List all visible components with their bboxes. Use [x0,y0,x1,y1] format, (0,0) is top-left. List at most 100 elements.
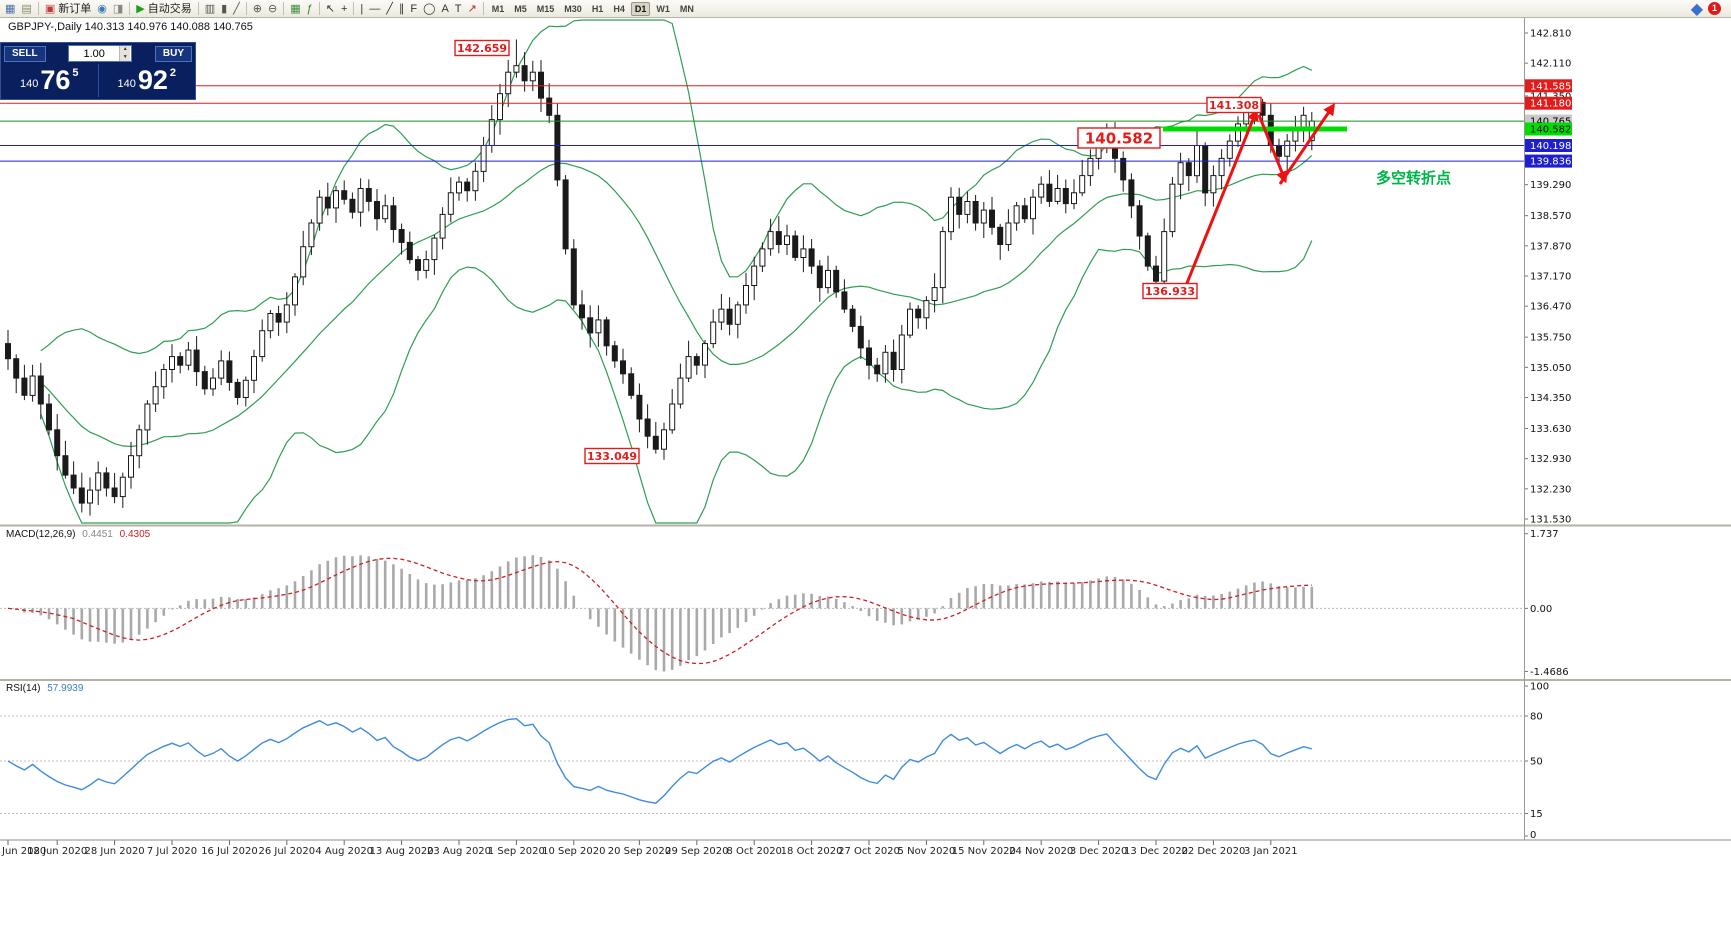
sell-button[interactable]: SELL [4,45,46,62]
sell-price-display[interactable]: 140 76 5 [1,62,98,99]
note-text[interactable]: 多空转折点 [1376,169,1451,187]
svg-text:3 Dec 2020: 3 Dec 2020 [1070,846,1128,857]
price-annotation[interactable] [1142,282,1198,300]
shapes-icon: ◯ [423,2,436,15]
rsi-name: RSI(14) [6,683,41,694]
svg-text:26 Jul 2020: 26 Jul 2020 [258,846,315,857]
fibonacci-icon[interactable]: F [407,1,420,17]
shapes-icon[interactable]: ◯ [420,1,438,17]
svg-text:141.585: 141.585 [1530,81,1571,92]
line-chart-icon[interactable]: ╱ [230,1,243,17]
svg-text:1 Sep 2020: 1 Sep 2020 [488,846,545,857]
notification-badge[interactable]: 1 [1708,2,1721,15]
timeframe-h1[interactable]: H1 [591,3,604,14]
macd-value-main: 0.4451 [82,529,113,540]
svg-text:140.765: 140.765 [1530,117,1571,128]
svg-text:140.582: 140.582 [1085,129,1153,147]
sell-price-prefix: 140 [19,77,39,90]
price-annotation[interactable] [1077,127,1161,149]
vertical-line-icon: | [360,2,364,15]
new-order-button: ▣ [44,2,56,15]
buy-price-display[interactable]: 140 92 2 [99,62,196,99]
zoom-in-icon[interactable]: ⊕ [250,1,265,17]
text-icon: A [441,2,449,15]
timeframe-h4[interactable]: H4 [613,3,625,14]
macd-pane: 1.737 0.00 -1.4686 [0,529,1569,678]
chart-annotations[interactable]: 142.659 141.308 140.582 136.933 133.049 多空转折点 [454,39,1451,465]
bar-chart-icon[interactable]: ▥ [202,1,218,17]
trend-arrow[interactable] [1278,103,1336,185]
svg-text:10 Sep 2020: 10 Sep 2020 [542,846,605,857]
lot-decrease-button[interactable]: ▼ [120,53,131,61]
svg-text:133.049: 133.049 [587,450,637,463]
svg-text:142.110: 142.110 [1530,59,1571,70]
svg-text:29 Sep 2020: 29 Sep 2020 [665,846,728,857]
community-icon[interactable]: ◆ [1690,0,1703,18]
svg-text:142.659: 142.659 [457,42,507,55]
toolbar-separator [353,2,355,15]
profiles-icon[interactable]: ▤ [18,1,34,17]
new-order-button[interactable]: ▣ 新订单 [42,1,94,17]
svg-text:139.290: 139.290 [1530,180,1571,191]
lot-size-input[interactable] [69,46,120,61]
new-chart-icon[interactable]: ▦ [2,1,18,17]
trend-arrow[interactable] [1183,108,1259,289]
toolbar-separator [482,2,484,15]
zoom-out-icon[interactable]: ⊖ [265,1,280,17]
label-icon: T [454,2,462,15]
svg-text:135.050: 135.050 [1530,363,1571,374]
timeframe-m30[interactable]: M30 [564,3,582,14]
timeframe-w1[interactable]: W1 [656,3,670,14]
trend-arrow[interactable] [1257,114,1288,184]
label-icon[interactable]: T [452,1,465,17]
tile-windows-icon[interactable]: ▦ [287,1,303,17]
price-marker-box [1525,139,1572,152]
arrows-icon[interactable]: ↗ [465,1,480,17]
trendline-icon[interactable]: ╱ [383,1,396,17]
horizontal-line-icon[interactable]: — [366,1,383,17]
toolbar-separator [197,2,199,15]
indicators-icon[interactable]: ƒ [304,1,316,17]
auto-trading-button[interactable]: ▶ 自动交易 [133,1,194,17]
bollinger-bands [40,19,1313,524]
buy-button[interactable]: BUY [154,45,192,62]
toolbar: ▦ ▤ ▣ 新订单 ◉ ◨ ▶ 自动交易 ▥ ▮ ╱ ⊕ ⊖ ▦ ƒ ↖ + | — ╱ ∥ F ◯ A T ↗ M1 M5 M15 M3… [0,0,1731,18]
svg-text:134.350: 134.350 [1530,393,1571,404]
svg-text:140.198: 140.198 [1530,141,1571,152]
svg-text:13 Aug 2020: 13 Aug 2020 [370,846,434,857]
price-axis[interactable]: 142.810142.110141.350139.290138.570137.8… [1524,29,1572,526]
lot-increase-button[interactable]: ▲ [120,46,131,54]
fibonacci-icon: F [410,2,418,15]
horizontal-lines[interactable] [0,85,1524,162]
timeframe-m1[interactable]: M1 [491,3,505,14]
data-window-icon[interactable]: ◨ [110,1,126,17]
timeframe-m15[interactable]: M15 [536,3,555,14]
price-annotation[interactable] [1206,96,1262,114]
price-annotation[interactable] [454,39,510,57]
timeframe-m5[interactable]: M5 [514,3,527,14]
svg-text:22 Dec 2020: 22 Dec 2020 [1181,846,1245,857]
svg-text:141.308: 141.308 [1209,99,1259,112]
timeframe-d1[interactable]: D1 [630,1,651,16]
vertical-line-icon[interactable]: | [357,1,366,17]
buy-price-sup: 2 [169,67,177,79]
svg-text:4 Aug 2020: 4 Aug 2020 [315,846,373,857]
svg-text:15 Nov 2020: 15 Nov 2020 [952,846,1016,857]
svg-text:133.630: 133.630 [1530,424,1571,435]
svg-text:131.530: 131.530 [1530,515,1571,526]
crosshair-icon[interactable]: + [338,1,350,17]
svg-text:28 Jun 2020: 28 Jun 2020 [85,846,145,857]
channel-icon[interactable]: ∥ [396,1,408,17]
candlestick-icon[interactable]: ▮ [218,1,230,17]
text-icon[interactable]: A [438,1,451,17]
symbol-title: GBPJPY-,Daily 140.313 140.976 140.088 14… [8,21,253,33]
cursor-icon[interactable]: ↖ [323,1,338,17]
price-marker-box [1525,96,1572,110]
trendline-icon: ╱ [386,2,393,15]
timeframe-mn[interactable]: MN [679,3,694,14]
price-annotation[interactable] [584,447,640,465]
rsi-pane: 100 80 50 15 0 [0,682,1549,841]
market-watch-icon[interactable]: ◉ [94,1,110,17]
